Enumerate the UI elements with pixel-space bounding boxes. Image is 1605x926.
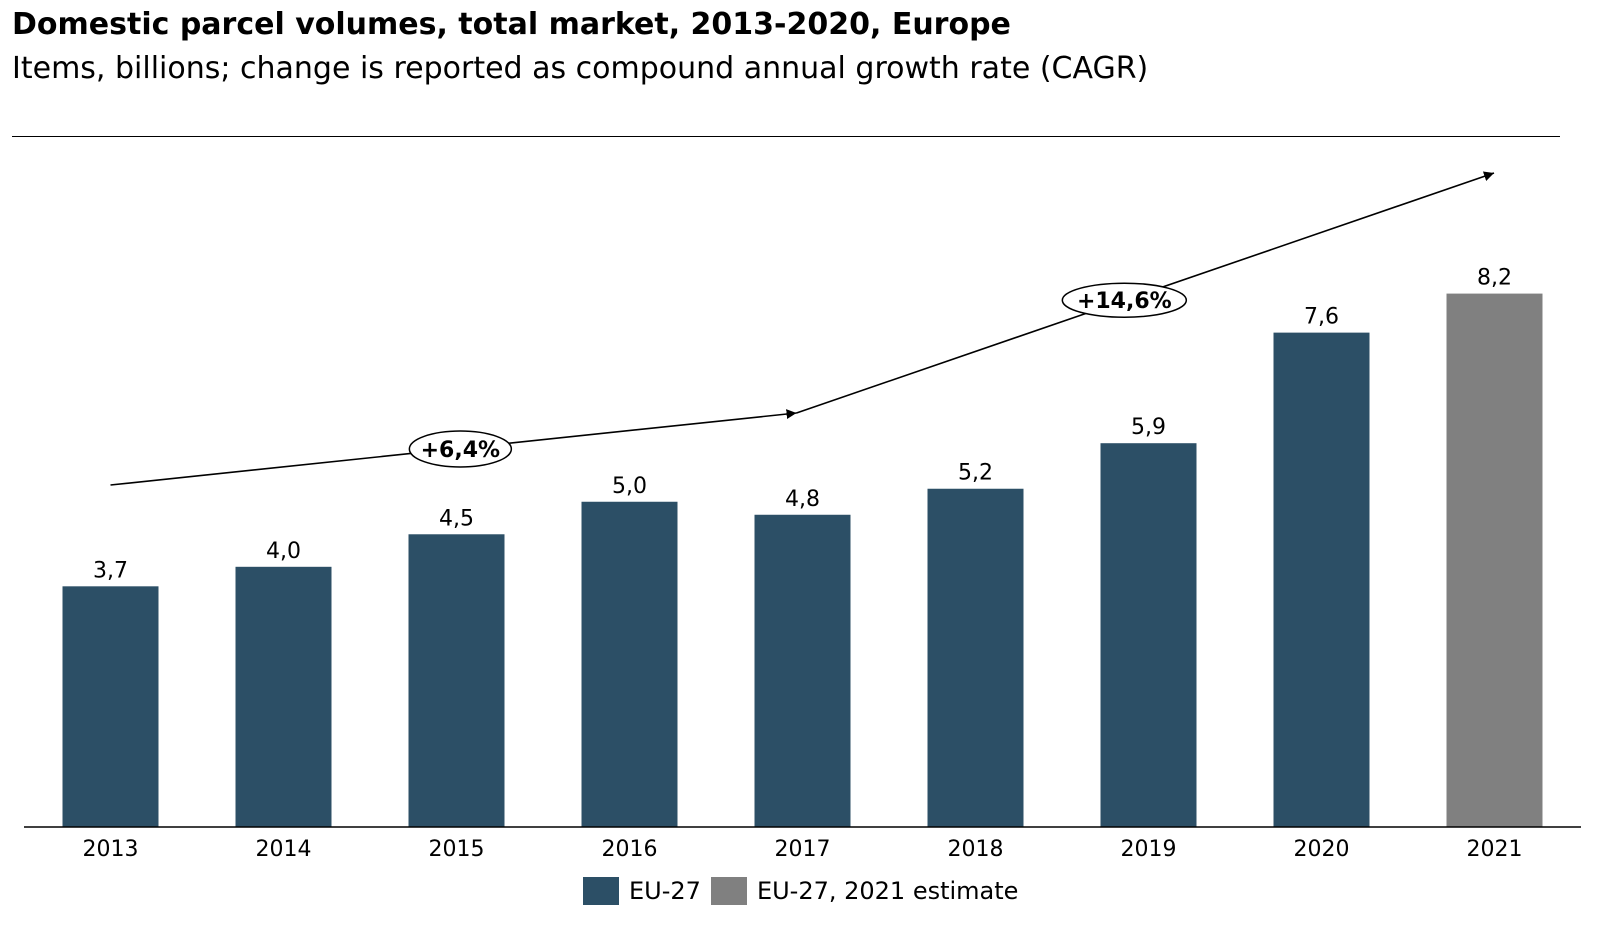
x-tick-label-2020: 2020 xyxy=(1294,837,1350,862)
value-label-2014: 4,0 xyxy=(266,539,301,564)
legend-item-eu27-estimate[interactable]: EU-27, 2021 estimate xyxy=(710,877,1019,905)
bar-2015 xyxy=(408,534,505,827)
x-tick-label-2015: 2015 xyxy=(429,837,485,862)
bar-2013 xyxy=(62,586,159,827)
x-tick-label-2016: 2016 xyxy=(602,837,658,862)
value-label-2019: 5,9 xyxy=(1131,415,1166,440)
x-tick-label-2021: 2021 xyxy=(1467,837,1523,862)
bar-2021 xyxy=(1446,293,1543,827)
x-tick-label-2019: 2019 xyxy=(1121,837,1177,862)
chart-title: Domestic parcel volumes, total market, 2… xyxy=(12,7,1011,42)
bar-2019 xyxy=(1100,443,1197,827)
cagr-label-1: +6,4% xyxy=(421,438,500,463)
x-tick-label-2014: 2014 xyxy=(256,837,312,862)
legend-item-eu27[interactable]: EU-27 xyxy=(583,877,701,905)
legend-swatch-eu27 xyxy=(583,877,619,905)
legend-label-eu27-estimate: EU-27, 2021 estimate xyxy=(756,877,1019,905)
x-tick-label-2018: 2018 xyxy=(948,837,1004,862)
cagr-badge-2 xyxy=(1061,282,1188,318)
bar-2014 xyxy=(235,566,332,827)
value-label-2017: 4,8 xyxy=(785,487,820,512)
cagr-badge-1 xyxy=(408,430,513,468)
x-tick-label-2013: 2013 xyxy=(83,837,139,862)
legend-swatch-eu27-estimate xyxy=(710,877,747,905)
title-divider xyxy=(12,136,1560,137)
value-label-2018: 5,2 xyxy=(958,461,993,486)
bar-2016 xyxy=(581,501,678,827)
x-tick-label-2017: 2017 xyxy=(775,837,831,862)
cagr-label-2: +14,6% xyxy=(1077,289,1172,314)
legend-label-eu27: EU-27 xyxy=(629,877,701,905)
value-label-2013: 3,7 xyxy=(93,558,128,583)
bar-2020 xyxy=(1273,332,1370,827)
value-label-2016: 5,0 xyxy=(612,474,647,499)
legend: EU-27 EU-27, 2021 estimate xyxy=(583,877,1018,905)
value-label-2021: 8,2 xyxy=(1477,266,1512,291)
value-label-2015: 4,5 xyxy=(439,506,474,531)
chart-subtitle: Items, billions; change is reported as c… xyxy=(12,51,1149,86)
value-label-2020: 7,6 xyxy=(1304,305,1339,330)
bar-2017 xyxy=(754,514,851,827)
bar-2018 xyxy=(927,488,1024,827)
